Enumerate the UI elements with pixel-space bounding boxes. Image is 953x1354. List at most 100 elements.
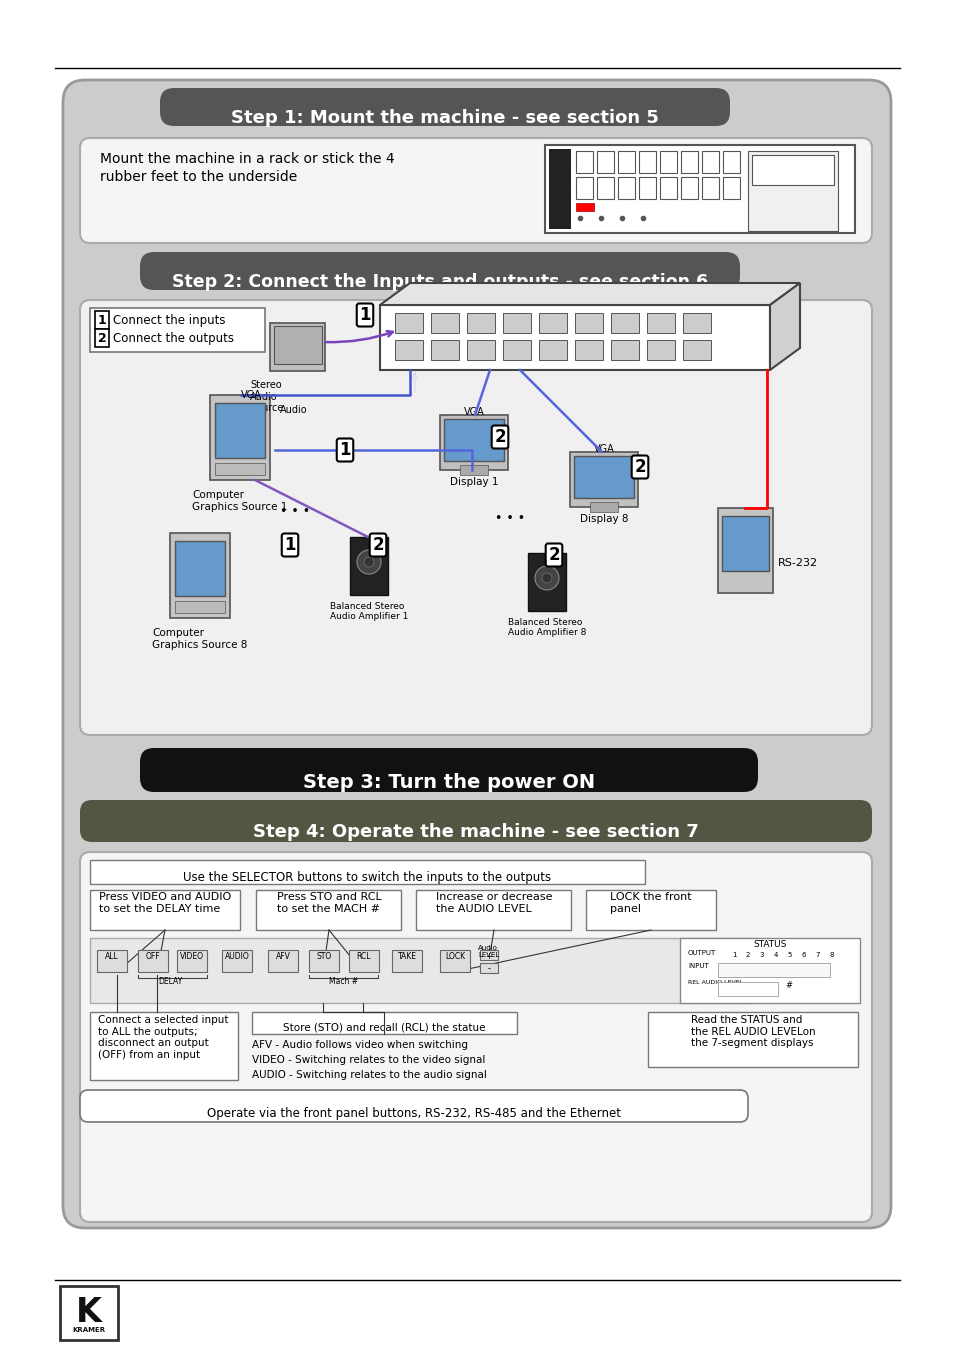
- Text: Step 1: Mount the machine - see section 5: Step 1: Mount the machine - see section …: [231, 110, 659, 127]
- Text: • • •: • • •: [495, 512, 524, 525]
- Bar: [90, 890, 240, 930]
- Text: Balanced Stereo
Audio Amplifier 8: Balanced Stereo Audio Amplifier 8: [507, 617, 585, 638]
- Text: Use the SELECTOR buttons to switch the inputs to the outputs: Use the SELECTOR buttons to switch the i…: [183, 871, 551, 884]
- Text: VGA: VGA: [593, 444, 614, 454]
- Bar: [274, 326, 322, 364]
- Bar: [718, 963, 829, 978]
- Text: ALL: ALL: [105, 952, 119, 961]
- Bar: [589, 502, 618, 512]
- Bar: [527, 552, 565, 611]
- Text: Mount the machine in a rack or stick the 4: Mount the machine in a rack or stick the…: [100, 152, 395, 167]
- Bar: [722, 152, 740, 173]
- Bar: [138, 951, 168, 972]
- Text: Operate via the front panel buttons, RS-232, RS-485 and the Ethernet: Operate via the front panel buttons, RS-…: [207, 1108, 620, 1121]
- Bar: [682, 340, 710, 360]
- Bar: [575, 340, 602, 360]
- Text: RCL: RCL: [356, 952, 371, 961]
- Text: Display 8: Display 8: [579, 515, 628, 524]
- Bar: [701, 177, 719, 199]
- Bar: [309, 951, 338, 972]
- Bar: [90, 860, 644, 884]
- Bar: [174, 542, 225, 596]
- Bar: [538, 340, 566, 360]
- Text: VIDEO: VIDEO: [180, 952, 204, 961]
- Text: INPUT: INPUT: [687, 963, 708, 969]
- Text: STO: STO: [316, 952, 332, 961]
- Text: 1: 1: [359, 306, 371, 324]
- Bar: [431, 340, 458, 360]
- Bar: [682, 313, 710, 333]
- Bar: [718, 982, 778, 997]
- Bar: [439, 951, 470, 972]
- Bar: [610, 313, 639, 333]
- Bar: [585, 890, 716, 930]
- Bar: [479, 963, 497, 974]
- Bar: [90, 307, 265, 352]
- Circle shape: [535, 566, 558, 590]
- Bar: [574, 456, 634, 498]
- Text: Mach #: Mach #: [329, 978, 358, 986]
- Bar: [439, 414, 507, 470]
- Text: OUTPUT: OUTPUT: [687, 951, 716, 956]
- Bar: [214, 463, 265, 475]
- Circle shape: [541, 573, 552, 584]
- Polygon shape: [379, 283, 800, 305]
- Text: Store (STO) and recall (RCL) the statue: Store (STO) and recall (RCL) the statue: [282, 1022, 485, 1032]
- Bar: [479, 951, 497, 960]
- FancyBboxPatch shape: [80, 800, 871, 842]
- Bar: [214, 403, 265, 458]
- Text: 1: 1: [339, 441, 351, 459]
- Text: STATUS: STATUS: [753, 940, 786, 949]
- Text: REL AUDIO LEVEL: REL AUDIO LEVEL: [687, 980, 742, 984]
- Text: Display 1: Display 1: [449, 477, 497, 487]
- Bar: [97, 951, 127, 972]
- Bar: [659, 177, 677, 199]
- Bar: [60, 1286, 118, 1340]
- Bar: [721, 516, 768, 571]
- Bar: [392, 951, 421, 972]
- Text: 5: 5: [787, 952, 791, 959]
- Text: Audio
LEVEL: Audio LEVEL: [477, 945, 499, 959]
- Bar: [575, 313, 602, 333]
- Circle shape: [364, 556, 374, 567]
- Polygon shape: [769, 283, 800, 370]
- Text: LOCK the front
panel: LOCK the front panel: [610, 892, 691, 914]
- Bar: [443, 418, 503, 460]
- Text: 6: 6: [801, 952, 805, 959]
- Text: AUDIO: AUDIO: [224, 952, 249, 961]
- Text: 7: 7: [815, 952, 820, 959]
- Text: DELAY: DELAY: [157, 978, 182, 986]
- Text: Connect a selected input
to ALL the outputs;
disconnect an output
(OFF) from an : Connect a selected input to ALL the outp…: [98, 1016, 229, 1060]
- Bar: [222, 951, 252, 972]
- Text: 1: 1: [97, 314, 107, 326]
- FancyBboxPatch shape: [80, 301, 871, 735]
- Bar: [548, 149, 571, 229]
- Bar: [610, 340, 639, 360]
- Text: KRAMER: KRAMER: [72, 1327, 106, 1332]
- Text: VGA: VGA: [463, 408, 484, 417]
- Text: Press STO and RCL
to set the MACH #: Press STO and RCL to set the MACH #: [276, 892, 381, 914]
- Bar: [747, 152, 837, 232]
- FancyBboxPatch shape: [80, 1090, 747, 1122]
- Text: Connect the inputs: Connect the inputs: [112, 314, 225, 328]
- Text: Press VIDEO and AUDIO
to set the DELAY time: Press VIDEO and AUDIO to set the DELAY t…: [99, 892, 231, 914]
- Bar: [270, 324, 325, 371]
- Bar: [502, 340, 531, 360]
- Text: 1: 1: [731, 952, 736, 959]
- Bar: [646, 340, 675, 360]
- Text: 2: 2: [745, 952, 749, 959]
- Bar: [647, 1011, 857, 1067]
- Text: Balanced Stereo
Audio Amplifier 1: Balanced Stereo Audio Amplifier 1: [330, 603, 408, 621]
- Bar: [395, 340, 422, 360]
- FancyBboxPatch shape: [160, 88, 729, 126]
- Bar: [646, 313, 675, 333]
- FancyBboxPatch shape: [140, 747, 758, 792]
- Text: Computer
Graphics Source 8: Computer Graphics Source 8: [152, 628, 248, 650]
- Bar: [210, 395, 270, 481]
- Bar: [722, 177, 740, 199]
- Bar: [467, 340, 495, 360]
- Text: +: +: [485, 952, 492, 961]
- Text: 3: 3: [759, 952, 763, 959]
- Bar: [90, 1011, 237, 1080]
- Bar: [416, 890, 571, 930]
